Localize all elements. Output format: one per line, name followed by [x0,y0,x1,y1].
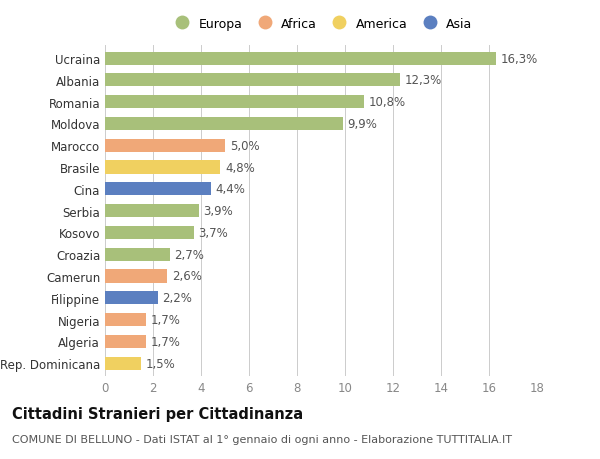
Bar [105,205,199,218]
Bar [105,140,225,152]
Bar [105,335,146,348]
Bar [105,270,167,283]
Text: 16,3%: 16,3% [501,52,538,66]
Bar [105,357,141,370]
Text: 1,7%: 1,7% [151,335,181,348]
Bar [105,183,211,196]
Text: 2,7%: 2,7% [175,248,205,261]
Bar [105,118,343,131]
Bar [105,291,158,305]
Text: 1,5%: 1,5% [146,357,176,370]
Bar [105,226,194,240]
Bar [105,161,220,174]
Text: 4,4%: 4,4% [215,183,245,196]
Legend: Europa, Africa, America, Asia: Europa, Africa, America, Asia [164,12,478,35]
Text: 12,3%: 12,3% [405,74,442,87]
Text: 2,2%: 2,2% [163,291,193,305]
Bar [105,313,146,326]
Text: 3,9%: 3,9% [203,205,233,218]
Text: 3,7%: 3,7% [199,226,229,239]
Text: COMUNE DI BELLUNO - Dati ISTAT al 1° gennaio di ogni anno - Elaborazione TUTTITA: COMUNE DI BELLUNO - Dati ISTAT al 1° gen… [12,434,512,444]
Text: 1,7%: 1,7% [151,313,181,326]
Text: 4,8%: 4,8% [225,161,255,174]
Bar [105,52,496,66]
Text: Cittadini Stranieri per Cittadinanza: Cittadini Stranieri per Cittadinanza [12,406,303,421]
Text: 10,8%: 10,8% [369,96,406,109]
Text: 9,9%: 9,9% [347,118,377,131]
Bar [105,248,170,261]
Text: 2,6%: 2,6% [172,270,202,283]
Bar [105,74,400,87]
Text: 5,0%: 5,0% [230,140,259,152]
Bar [105,96,364,109]
